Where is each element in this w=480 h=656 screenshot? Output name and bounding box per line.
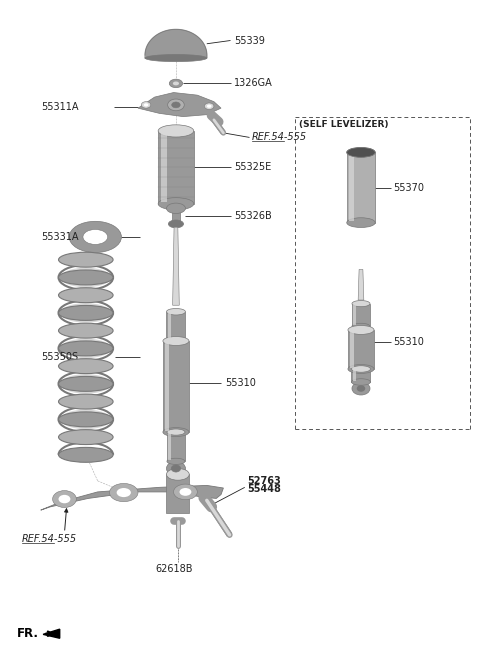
Ellipse shape: [167, 308, 185, 315]
Text: REF.54-555: REF.54-555: [252, 133, 307, 142]
Ellipse shape: [167, 203, 185, 213]
Ellipse shape: [59, 323, 113, 338]
Ellipse shape: [145, 54, 207, 62]
Text: FR.: FR.: [17, 627, 39, 640]
Ellipse shape: [60, 374, 111, 394]
Ellipse shape: [83, 230, 108, 245]
Bar: [167, 474, 189, 514]
Ellipse shape: [109, 483, 138, 502]
Ellipse shape: [167, 461, 185, 476]
Ellipse shape: [352, 323, 370, 329]
Ellipse shape: [357, 385, 365, 392]
Ellipse shape: [60, 338, 111, 358]
Ellipse shape: [59, 359, 113, 373]
Ellipse shape: [60, 409, 111, 429]
Bar: [349, 154, 354, 221]
Ellipse shape: [117, 488, 131, 497]
Ellipse shape: [59, 306, 113, 320]
Ellipse shape: [167, 468, 189, 480]
Bar: [350, 331, 354, 367]
Bar: [167, 312, 185, 341]
Bar: [161, 133, 167, 203]
Bar: [172, 209, 180, 224]
Ellipse shape: [351, 379, 371, 385]
Bar: [168, 434, 171, 460]
Ellipse shape: [59, 447, 113, 462]
Bar: [348, 330, 374, 369]
Bar: [163, 341, 189, 432]
Bar: [158, 131, 194, 204]
Ellipse shape: [207, 104, 212, 108]
Ellipse shape: [59, 270, 113, 285]
Bar: [167, 432, 185, 461]
Ellipse shape: [174, 484, 197, 500]
Ellipse shape: [173, 81, 179, 85]
Ellipse shape: [60, 268, 111, 287]
Ellipse shape: [204, 103, 214, 110]
Polygon shape: [43, 629, 60, 638]
Bar: [347, 152, 375, 222]
Ellipse shape: [59, 412, 113, 427]
Ellipse shape: [53, 491, 76, 508]
Bar: [353, 370, 356, 380]
Text: 1326GA: 1326GA: [234, 79, 273, 89]
Polygon shape: [145, 30, 207, 58]
Ellipse shape: [60, 303, 111, 323]
Ellipse shape: [347, 218, 375, 228]
Bar: [352, 304, 370, 327]
Text: 55310: 55310: [393, 337, 424, 347]
Ellipse shape: [144, 103, 148, 106]
Ellipse shape: [59, 288, 113, 302]
Bar: [165, 342, 169, 431]
Bar: [353, 305, 357, 325]
Ellipse shape: [351, 366, 371, 372]
Polygon shape: [41, 485, 223, 510]
Ellipse shape: [59, 377, 113, 392]
Ellipse shape: [59, 253, 113, 267]
Text: 55350S: 55350S: [41, 352, 78, 362]
Text: 55331A: 55331A: [41, 232, 78, 242]
Ellipse shape: [171, 465, 180, 472]
Text: 55325E: 55325E: [234, 162, 272, 173]
Polygon shape: [358, 270, 364, 300]
Bar: [351, 369, 371, 382]
Text: 52763: 52763: [247, 476, 281, 486]
Ellipse shape: [158, 125, 194, 137]
Ellipse shape: [352, 382, 370, 395]
Ellipse shape: [163, 428, 189, 436]
Ellipse shape: [59, 495, 71, 503]
Text: 55339: 55339: [234, 35, 265, 45]
Ellipse shape: [59, 394, 113, 409]
Ellipse shape: [169, 79, 182, 88]
Ellipse shape: [167, 338, 185, 344]
Ellipse shape: [59, 341, 113, 356]
Text: REF.54-555: REF.54-555: [22, 535, 77, 544]
Text: 55311A: 55311A: [41, 102, 78, 112]
Bar: [168, 313, 171, 340]
Text: 55326B: 55326B: [234, 211, 272, 221]
Text: 55448: 55448: [247, 484, 281, 495]
Text: 62618B: 62618B: [156, 564, 193, 573]
Ellipse shape: [180, 488, 192, 496]
Ellipse shape: [69, 221, 121, 253]
Ellipse shape: [163, 337, 189, 346]
Ellipse shape: [348, 325, 374, 335]
Ellipse shape: [168, 220, 183, 228]
Ellipse shape: [348, 365, 374, 373]
Text: 55310: 55310: [225, 379, 256, 388]
Polygon shape: [173, 227, 179, 305]
Ellipse shape: [168, 99, 184, 111]
Ellipse shape: [352, 300, 370, 307]
Polygon shape: [138, 92, 221, 117]
Ellipse shape: [59, 430, 113, 445]
Text: 55370: 55370: [393, 182, 424, 192]
Ellipse shape: [167, 429, 185, 435]
Ellipse shape: [347, 148, 375, 157]
Ellipse shape: [167, 459, 185, 464]
Text: (SELF LEVELIZER): (SELF LEVELIZER): [300, 120, 389, 129]
Ellipse shape: [172, 102, 180, 108]
Ellipse shape: [347, 148, 375, 157]
Ellipse shape: [158, 197, 194, 210]
Ellipse shape: [141, 102, 151, 108]
